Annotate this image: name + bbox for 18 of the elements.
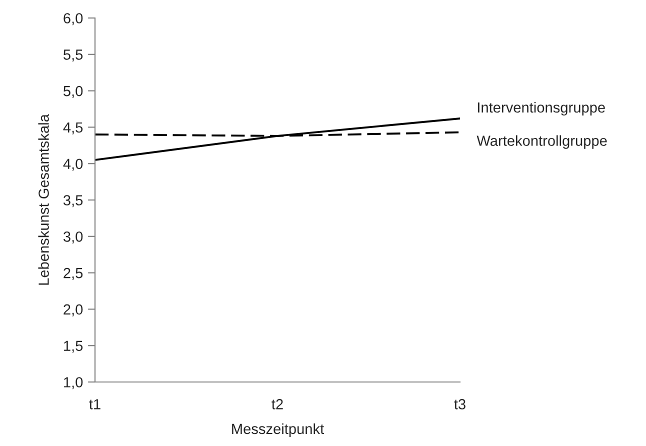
y-tick-label: 2,5 [64, 268, 83, 280]
y-tick-label: 4,5 [63, 122, 83, 134]
y-tick-label: 6,0 [64, 13, 83, 26]
y-tick-label: 3,0 [63, 232, 83, 244]
y-axis-title: Lebenskunst Gesamtskala [38, 114, 49, 285]
y-tick-label: 4,0 [63, 158, 83, 171]
x-tick-label: t3 [454, 399, 466, 410]
series-label: Wartekontrollgruppe [476, 135, 607, 149]
series-label: Interventionsgruppe [478, 102, 605, 116]
y-tick-label: 2,0 [64, 304, 83, 316]
y-tick-label: 5,0 [64, 86, 83, 98]
x-tick-label: t2 [272, 399, 283, 410]
y-tick-label: 1,0 [64, 377, 83, 390]
x-axis-title: Messzeitpunkt [232, 423, 324, 437]
y-tick-label: 3,5 [63, 195, 83, 208]
x-tick-label: t1 [89, 399, 100, 410]
y-tick-label: 1,5 [64, 340, 83, 353]
y-tick-label: 5,5 [64, 50, 83, 62]
